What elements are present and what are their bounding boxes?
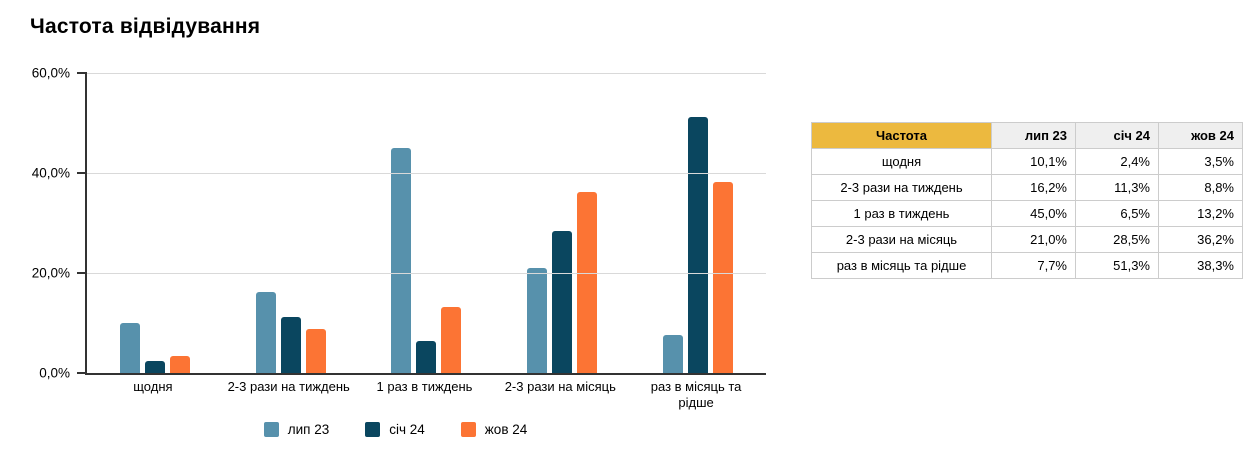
y-axis-label: 0,0% <box>39 365 70 381</box>
bar <box>144 361 165 373</box>
table-header-cell: Частота <box>811 122 992 149</box>
bar <box>713 181 734 373</box>
table-cell: 36,2% <box>1158 226 1243 253</box>
legend-swatch <box>263 422 279 437</box>
x-axis-label: раз в місяць та рідше <box>650 379 742 411</box>
legend-item: жов 24 <box>460 422 528 437</box>
bar-group <box>223 73 359 373</box>
table-header-cell: лип 23 <box>991 122 1076 149</box>
bar <box>305 329 326 373</box>
bar <box>119 322 140 373</box>
bar <box>416 340 437 373</box>
table-cell: 16,2% <box>991 174 1076 201</box>
legend-item: лип 23 <box>263 422 330 437</box>
bar <box>280 316 301 373</box>
table-cell: 51,3% <box>1075 252 1159 279</box>
table-row-label: раз в місяць та рідше <box>811 252 992 279</box>
gridline <box>87 173 766 174</box>
bar <box>663 334 684 373</box>
table-cell: 6,5% <box>1075 200 1159 227</box>
table-header-cell: жов 24 <box>1158 122 1243 149</box>
table-body: щодня 10,1% 2,4% 3,5% 2-3 рази на тиждень 16,… <box>811 148 1243 279</box>
table-header-row: Частота лип 23 січ 24 жов 24 <box>811 122 1243 149</box>
table-row: 2-3 рази на місяць 21,0% 28,5% 36,2% <box>811 226 1243 253</box>
legend-label: лип 23 <box>287 422 330 437</box>
bar-group <box>494 73 630 373</box>
x-axis-label: 1 раз в тиждень <box>376 379 473 394</box>
bar <box>391 148 412 373</box>
bar <box>552 230 573 373</box>
plot-area <box>77 72 766 375</box>
table-cell: 10,1% <box>991 148 1076 175</box>
bar-chart: 60,0% 40,0% 20,0% 0,0% щодня 2-3 рази на тиж… <box>0 66 790 463</box>
table-row: 2-3 рази на тиждень 16,2% 11,3% 8,8% <box>811 174 1243 201</box>
axis-tick <box>77 172 87 174</box>
x-axis-label: 2-3 рази на тиждень <box>227 379 350 394</box>
table-cell: 2,4% <box>1075 148 1159 175</box>
bar-group <box>630 73 766 373</box>
table-cell: 7,7% <box>991 252 1076 279</box>
table-cell: 11,3% <box>1075 174 1159 201</box>
table-cell: 3,5% <box>1158 148 1243 175</box>
legend-item: січ 24 <box>365 422 425 437</box>
y-axis-labels: 60,0% 40,0% 20,0% 0,0% <box>0 66 76 381</box>
table-row: раз в місяць та рідше 7,7% 51,3% 38,3% <box>811 252 1243 279</box>
legend-label: жов 24 <box>484 422 528 437</box>
y-axis-label: 60,0% <box>31 65 70 81</box>
table-header-cell: січ 24 <box>1075 122 1159 149</box>
frequency-table: Частота лип 23 січ 24 жов 24 щодня 10,1% 2,4… <box>811 122 1243 279</box>
table-cell: 45,0% <box>991 200 1076 227</box>
bar <box>577 192 598 373</box>
x-axis-label: 2-3 рази на місяць <box>504 379 616 394</box>
x-axis-labels: щодня 2-3 рази на тиждень 1 раз в тиждень 2… <box>85 379 764 412</box>
table-cell: 21,0% <box>991 226 1076 253</box>
gridline <box>87 73 766 74</box>
table-row-label: 2-3 рази на місяць <box>811 226 992 253</box>
chart-legend: лип 23 січ 24 жов 24 <box>56 422 735 437</box>
bar <box>688 116 709 373</box>
table-row: 1 раз в тиждень 45,0% 6,5% 13,2% <box>811 200 1243 227</box>
legend-swatch <box>460 422 476 437</box>
bar <box>527 268 548 373</box>
table-cell: 38,3% <box>1158 252 1243 279</box>
axis-tick <box>77 372 87 374</box>
axis-tick <box>77 72 87 74</box>
y-axis-label: 40,0% <box>31 165 70 181</box>
bar <box>441 307 462 373</box>
axis-tick <box>77 272 87 274</box>
gridline <box>87 273 766 274</box>
table-row-label: щодня <box>811 148 992 175</box>
bar-group <box>87 73 223 373</box>
table-row-label: 1 раз в тиждень <box>811 200 992 227</box>
bar <box>255 292 276 373</box>
bars-container <box>87 73 766 373</box>
table-row-label: 2-3 рази на тиждень <box>811 174 992 201</box>
x-axis-label: щодня <box>133 379 173 394</box>
table-cell: 8,8% <box>1158 174 1243 201</box>
legend-label: січ 24 <box>389 422 425 437</box>
bar-group <box>359 73 495 373</box>
bar <box>169 355 190 373</box>
y-axis-label: 20,0% <box>31 265 70 281</box>
chart-title: Частота відвідування <box>30 15 261 38</box>
table-cell: 13,2% <box>1158 200 1243 227</box>
table-row: щодня 10,1% 2,4% 3,5% <box>811 148 1243 175</box>
legend-swatch <box>365 422 381 437</box>
table-cell: 28,5% <box>1075 226 1159 253</box>
